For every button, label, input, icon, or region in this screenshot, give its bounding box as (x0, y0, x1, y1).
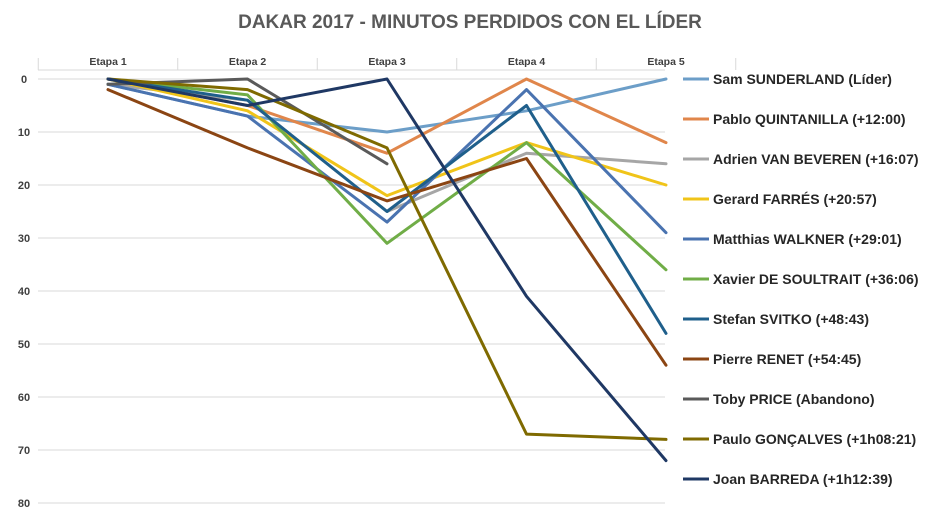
legend-label: Sam SUNDERLAND (Líder) (713, 71, 892, 87)
y-tick-label: 0 (21, 74, 27, 86)
series-line (106, 77, 668, 441)
y-tick-label: 60 (18, 392, 30, 404)
x-tick-label: Etapa 3 (368, 56, 406, 68)
legend-label: Toby PRICE (Abandono) (713, 391, 875, 407)
y-tick-label: 30 (18, 233, 30, 245)
legend-label: Xavier DE SOULTRAIT (+36:06) (713, 271, 919, 287)
series-line (106, 82, 668, 235)
grid-lines (37, 58, 737, 504)
y-tick-label: 40 (18, 286, 30, 298)
y-tick-label: 20 (18, 180, 30, 192)
legend-label: Pablo QUINTANILLA (+12:00) (713, 111, 906, 127)
legend-label: Stefan SVITKO (+48:43) (713, 311, 869, 327)
legend-label: Matthias WALKNER (+29:01) (713, 231, 902, 247)
series-line (106, 77, 668, 198)
x-tick-label: Etapa 2 (229, 56, 267, 68)
series-line (106, 88, 668, 367)
legend-label: Joan BARREDA (+1h12:39) (713, 471, 893, 487)
x-axis-ticks: Etapa 1 Etapa 2 Etapa 3 Etapa 4 Etapa 5 (89, 56, 685, 68)
y-tick-label: 80 (18, 498, 30, 510)
legend-label: Pierre RENET (+54:45) (713, 351, 861, 367)
series-lines (106, 77, 668, 463)
series-line (106, 77, 668, 463)
y-tick-label: 10 (18, 127, 30, 139)
chart-title: DAKAR 2017 - MINUTOS PERDIDOS CON EL LÍD… (238, 11, 702, 33)
x-tick-label: Etapa 4 (508, 56, 546, 68)
y-tick-label: 50 (18, 339, 30, 351)
legend-label: Paulo GONÇALVES (+1h08:21) (713, 431, 916, 447)
y-tick-label: 70 (18, 445, 30, 457)
series-line (106, 77, 668, 335)
series-line (106, 77, 389, 166)
y-axis-ticks: 0 10 20 30 40 50 60 70 80 (18, 74, 30, 510)
x-tick-label: Etapa 1 (89, 56, 127, 68)
x-tick-label: Etapa 5 (647, 56, 685, 68)
legend-label: Adrien VAN BEVEREN (+16:07) (713, 151, 919, 167)
legend: Sam SUNDERLAND (Líder) Pablo QUINTANILLA … (683, 71, 919, 487)
series-line (106, 77, 668, 272)
legend-label: Gerard FARRÉS (+20:57) (713, 191, 877, 207)
series-line (106, 77, 668, 155)
